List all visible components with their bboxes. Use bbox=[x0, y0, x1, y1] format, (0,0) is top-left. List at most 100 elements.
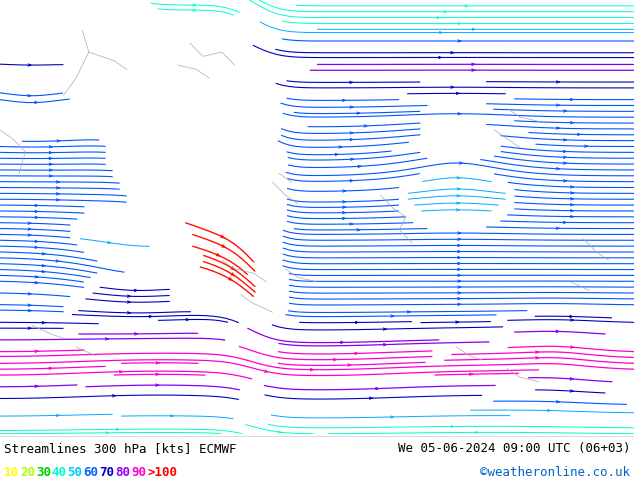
FancyArrowPatch shape bbox=[437, 17, 439, 19]
FancyArrowPatch shape bbox=[458, 250, 461, 253]
FancyArrowPatch shape bbox=[127, 301, 131, 303]
FancyArrowPatch shape bbox=[564, 221, 566, 223]
FancyArrowPatch shape bbox=[458, 113, 461, 115]
Text: 80: 80 bbox=[115, 466, 131, 479]
FancyArrowPatch shape bbox=[350, 81, 353, 83]
FancyArrowPatch shape bbox=[334, 359, 337, 361]
FancyArrowPatch shape bbox=[570, 378, 573, 380]
FancyArrowPatch shape bbox=[458, 286, 461, 288]
FancyArrowPatch shape bbox=[36, 204, 38, 207]
FancyArrowPatch shape bbox=[456, 202, 460, 204]
FancyArrowPatch shape bbox=[116, 428, 119, 431]
FancyArrowPatch shape bbox=[456, 209, 459, 211]
FancyArrowPatch shape bbox=[548, 409, 550, 412]
FancyArrowPatch shape bbox=[376, 388, 379, 390]
FancyArrowPatch shape bbox=[42, 270, 45, 272]
FancyArrowPatch shape bbox=[350, 223, 353, 225]
FancyArrowPatch shape bbox=[29, 327, 31, 329]
FancyArrowPatch shape bbox=[571, 192, 574, 194]
FancyArrowPatch shape bbox=[350, 179, 353, 182]
FancyArrowPatch shape bbox=[120, 370, 122, 373]
FancyArrowPatch shape bbox=[458, 274, 461, 276]
FancyArrowPatch shape bbox=[460, 162, 462, 164]
FancyArrowPatch shape bbox=[408, 311, 410, 313]
FancyArrowPatch shape bbox=[456, 92, 460, 95]
FancyArrowPatch shape bbox=[36, 216, 38, 219]
FancyArrowPatch shape bbox=[439, 56, 442, 59]
Text: 60: 60 bbox=[84, 466, 98, 479]
FancyArrowPatch shape bbox=[35, 282, 38, 284]
FancyArrowPatch shape bbox=[56, 199, 59, 201]
FancyArrowPatch shape bbox=[343, 217, 346, 220]
FancyArrowPatch shape bbox=[42, 321, 45, 324]
FancyArrowPatch shape bbox=[364, 125, 367, 127]
FancyArrowPatch shape bbox=[343, 201, 346, 203]
Text: 50: 50 bbox=[68, 466, 82, 479]
FancyArrowPatch shape bbox=[564, 110, 566, 112]
FancyArrowPatch shape bbox=[221, 236, 224, 238]
FancyArrowPatch shape bbox=[134, 289, 138, 292]
FancyArrowPatch shape bbox=[222, 245, 226, 247]
FancyArrowPatch shape bbox=[193, 4, 195, 6]
FancyArrowPatch shape bbox=[571, 98, 574, 100]
FancyArrowPatch shape bbox=[350, 139, 353, 141]
FancyArrowPatch shape bbox=[458, 292, 461, 294]
FancyArrowPatch shape bbox=[28, 234, 31, 236]
FancyArrowPatch shape bbox=[556, 330, 559, 333]
FancyArrowPatch shape bbox=[49, 169, 52, 171]
FancyArrowPatch shape bbox=[571, 216, 574, 218]
FancyArrowPatch shape bbox=[356, 321, 358, 323]
FancyArrowPatch shape bbox=[458, 238, 461, 241]
FancyArrowPatch shape bbox=[35, 246, 38, 248]
Text: 70: 70 bbox=[100, 466, 114, 479]
FancyArrowPatch shape bbox=[564, 162, 566, 164]
FancyArrowPatch shape bbox=[127, 312, 131, 314]
FancyArrowPatch shape bbox=[348, 364, 351, 366]
FancyArrowPatch shape bbox=[571, 210, 574, 212]
FancyArrowPatch shape bbox=[391, 416, 393, 418]
FancyArrowPatch shape bbox=[557, 401, 559, 403]
FancyArrowPatch shape bbox=[451, 425, 454, 428]
FancyArrowPatch shape bbox=[351, 158, 354, 160]
FancyArrowPatch shape bbox=[49, 157, 52, 160]
FancyArrowPatch shape bbox=[571, 346, 574, 348]
FancyArrowPatch shape bbox=[370, 397, 372, 399]
FancyArrowPatch shape bbox=[470, 373, 472, 375]
FancyArrowPatch shape bbox=[472, 63, 475, 66]
FancyArrowPatch shape bbox=[451, 51, 454, 54]
Text: 20: 20 bbox=[20, 466, 35, 479]
FancyArrowPatch shape bbox=[571, 319, 574, 321]
FancyArrowPatch shape bbox=[384, 328, 386, 330]
FancyArrowPatch shape bbox=[186, 318, 189, 321]
FancyArrowPatch shape bbox=[156, 362, 159, 364]
FancyArrowPatch shape bbox=[357, 229, 360, 231]
FancyArrowPatch shape bbox=[564, 156, 566, 158]
FancyArrowPatch shape bbox=[458, 256, 461, 259]
FancyArrowPatch shape bbox=[343, 190, 346, 192]
FancyArrowPatch shape bbox=[35, 101, 38, 104]
FancyArrowPatch shape bbox=[42, 253, 45, 255]
FancyArrowPatch shape bbox=[384, 343, 387, 346]
FancyArrowPatch shape bbox=[56, 193, 59, 195]
FancyArrowPatch shape bbox=[56, 181, 59, 183]
FancyArrowPatch shape bbox=[476, 431, 479, 434]
FancyArrowPatch shape bbox=[29, 64, 31, 66]
FancyArrowPatch shape bbox=[444, 11, 447, 13]
FancyArrowPatch shape bbox=[536, 351, 539, 353]
FancyArrowPatch shape bbox=[231, 267, 235, 270]
FancyArrowPatch shape bbox=[557, 104, 559, 106]
FancyArrowPatch shape bbox=[42, 265, 45, 267]
FancyArrowPatch shape bbox=[456, 321, 458, 323]
FancyArrowPatch shape bbox=[391, 315, 394, 317]
FancyArrowPatch shape bbox=[458, 23, 461, 24]
FancyArrowPatch shape bbox=[458, 280, 461, 282]
FancyArrowPatch shape bbox=[113, 394, 115, 397]
Text: We 05-06-2024 09:00 UTC (06+03): We 05-06-2024 09:00 UTC (06+03) bbox=[398, 441, 630, 455]
FancyArrowPatch shape bbox=[36, 210, 38, 213]
FancyArrowPatch shape bbox=[564, 139, 566, 141]
FancyArrowPatch shape bbox=[457, 195, 460, 197]
FancyArrowPatch shape bbox=[342, 99, 346, 101]
FancyArrowPatch shape bbox=[105, 338, 108, 340]
FancyArrowPatch shape bbox=[439, 31, 442, 34]
FancyArrowPatch shape bbox=[536, 357, 539, 359]
